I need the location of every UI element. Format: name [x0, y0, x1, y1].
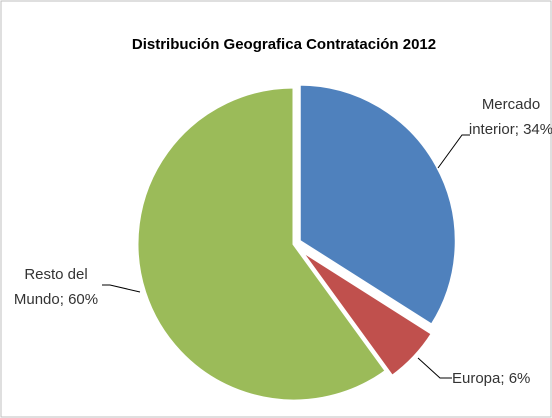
pie — [135, 82, 458, 403]
leader-line — [437, 134, 470, 169]
leader-line — [102, 284, 141, 293]
category-name: Resto del Mundo — [13, 266, 88, 308]
data-label: Resto del Mundo; 60% — [8, 262, 104, 312]
leader-line — [417, 357, 452, 379]
separator: ; — [59, 291, 64, 308]
chart-title: Distribución Geografica Contratación 201… — [132, 36, 436, 53]
slice — [135, 85, 389, 403]
value-label: 6% — [508, 370, 531, 387]
slice — [298, 248, 435, 379]
separator: ; — [500, 370, 505, 387]
separator: ; — [514, 121, 519, 138]
value-label: 60% — [68, 291, 99, 308]
data-label: Mercado interior; 34% — [466, 92, 552, 142]
value-label: 34% — [523, 121, 552, 138]
category-name: Mercado interior — [468, 96, 541, 138]
category-name: Europa — [452, 370, 501, 387]
slice — [297, 82, 458, 328]
data-label: Europa; 6% — [452, 366, 552, 391]
